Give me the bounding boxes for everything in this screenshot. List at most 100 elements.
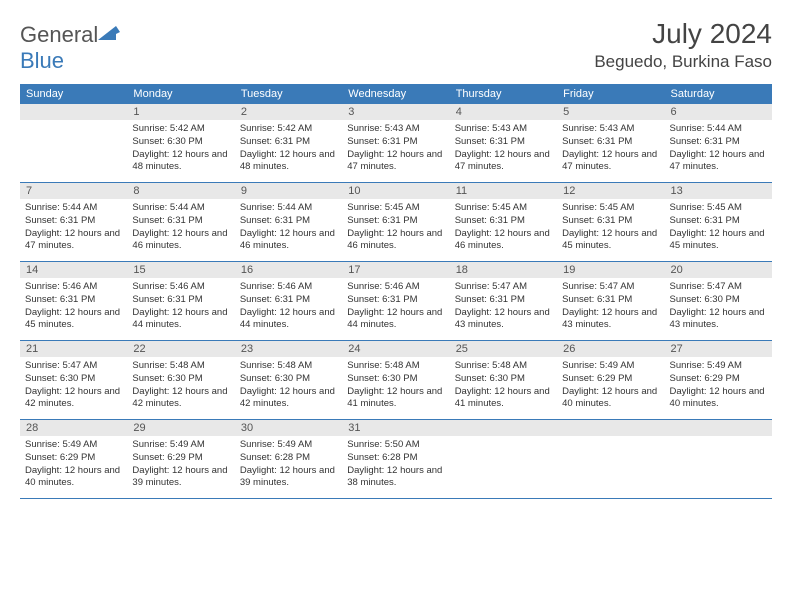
sunset-line: Sunset: 6:30 PM	[240, 373, 337, 386]
daylight-line: Daylight: 12 hours and 39 minutes.	[240, 465, 337, 491]
sunset-line: Sunset: 6:28 PM	[240, 452, 337, 465]
calendar-cell: 30Sunrise: 5:49 AMSunset: 6:28 PMDayligh…	[235, 420, 342, 499]
day-body: Sunrise: 5:48 AMSunset: 6:30 PMDaylight:…	[235, 357, 342, 419]
daylight-line: Daylight: 12 hours and 40 minutes.	[670, 386, 767, 412]
sunrise-line: Sunrise: 5:48 AM	[455, 360, 552, 373]
sunrise-line: Sunrise: 5:47 AM	[25, 360, 122, 373]
calendar-cell: 2Sunrise: 5:42 AMSunset: 6:31 PMDaylight…	[235, 104, 342, 183]
sunrise-line: Sunrise: 5:44 AM	[240, 202, 337, 215]
day-number: 21	[20, 341, 127, 357]
day-number: 11	[450, 183, 557, 199]
day-body: Sunrise: 5:46 AMSunset: 6:31 PMDaylight:…	[20, 278, 127, 340]
day-number: 31	[342, 420, 449, 436]
daylight-line: Daylight: 12 hours and 38 minutes.	[347, 465, 444, 491]
sunset-line: Sunset: 6:31 PM	[347, 215, 444, 228]
daylight-line: Daylight: 12 hours and 43 minutes.	[670, 307, 767, 333]
sunrise-line: Sunrise: 5:48 AM	[347, 360, 444, 373]
day-number: 20	[665, 262, 772, 278]
day-body: Sunrise: 5:44 AMSunset: 6:31 PMDaylight:…	[20, 199, 127, 261]
daylight-line: Daylight: 12 hours and 44 minutes.	[240, 307, 337, 333]
sunset-line: Sunset: 6:30 PM	[25, 373, 122, 386]
day-number: 4	[450, 104, 557, 120]
calendar-cell: 21Sunrise: 5:47 AMSunset: 6:30 PMDayligh…	[20, 341, 127, 420]
daylight-line: Daylight: 12 hours and 42 minutes.	[25, 386, 122, 412]
day-number: 30	[235, 420, 342, 436]
day-body: Sunrise: 5:47 AMSunset: 6:30 PMDaylight:…	[20, 357, 127, 419]
weekday-header-row: Sunday Monday Tuesday Wednesday Thursday…	[20, 84, 772, 104]
daylight-line: Daylight: 12 hours and 45 minutes.	[670, 228, 767, 254]
calendar-cell	[557, 420, 664, 499]
day-body: Sunrise: 5:49 AMSunset: 6:29 PMDaylight:…	[20, 436, 127, 498]
day-number: 26	[557, 341, 664, 357]
daylight-line: Daylight: 12 hours and 46 minutes.	[347, 228, 444, 254]
calendar-cell: 27Sunrise: 5:49 AMSunset: 6:29 PMDayligh…	[665, 341, 772, 420]
page-title: July 2024	[594, 18, 772, 50]
calendar-cell: 8Sunrise: 5:44 AMSunset: 6:31 PMDaylight…	[127, 183, 234, 262]
day-body: Sunrise: 5:45 AMSunset: 6:31 PMDaylight:…	[342, 199, 449, 261]
calendar-table: Sunday Monday Tuesday Wednesday Thursday…	[20, 84, 772, 499]
sunset-line: Sunset: 6:31 PM	[562, 294, 659, 307]
sunset-line: Sunset: 6:31 PM	[25, 215, 122, 228]
daylight-line: Daylight: 12 hours and 39 minutes.	[132, 465, 229, 491]
day-body: Sunrise: 5:47 AMSunset: 6:30 PMDaylight:…	[665, 278, 772, 340]
sunset-line: Sunset: 6:29 PM	[670, 373, 767, 386]
calendar-row: 7Sunrise: 5:44 AMSunset: 6:31 PMDaylight…	[20, 183, 772, 262]
daylight-line: Daylight: 12 hours and 40 minutes.	[25, 465, 122, 491]
sunset-line: Sunset: 6:31 PM	[455, 136, 552, 149]
day-number: 17	[342, 262, 449, 278]
day-number: 27	[665, 341, 772, 357]
daylight-line: Daylight: 12 hours and 40 minutes.	[562, 386, 659, 412]
weekday-heading: Monday	[127, 84, 234, 104]
calendar-row: 21Sunrise: 5:47 AMSunset: 6:30 PMDayligh…	[20, 341, 772, 420]
day-number: 7	[20, 183, 127, 199]
header: General Blue July 2024 Beguedo, Burkina …	[20, 18, 772, 74]
day-number: 3	[342, 104, 449, 120]
sunrise-line: Sunrise: 5:47 AM	[670, 281, 767, 294]
calendar-cell: 1Sunrise: 5:42 AMSunset: 6:30 PMDaylight…	[127, 104, 234, 183]
day-number: 15	[127, 262, 234, 278]
calendar-cell: 28Sunrise: 5:49 AMSunset: 6:29 PMDayligh…	[20, 420, 127, 499]
day-body: Sunrise: 5:49 AMSunset: 6:29 PMDaylight:…	[665, 357, 772, 419]
calendar-cell: 10Sunrise: 5:45 AMSunset: 6:31 PMDayligh…	[342, 183, 449, 262]
logo-text-1: General	[20, 22, 98, 47]
sunset-line: Sunset: 6:30 PM	[132, 373, 229, 386]
day-number-empty	[557, 420, 664, 436]
daylight-line: Daylight: 12 hours and 43 minutes.	[562, 307, 659, 333]
daylight-line: Daylight: 12 hours and 42 minutes.	[132, 386, 229, 412]
sunset-line: Sunset: 6:29 PM	[562, 373, 659, 386]
sunset-line: Sunset: 6:31 PM	[455, 215, 552, 228]
calendar-cell: 4Sunrise: 5:43 AMSunset: 6:31 PMDaylight…	[450, 104, 557, 183]
day-body: Sunrise: 5:43 AMSunset: 6:31 PMDaylight:…	[342, 120, 449, 182]
calendar-cell	[20, 104, 127, 183]
calendar-cell: 29Sunrise: 5:49 AMSunset: 6:29 PMDayligh…	[127, 420, 234, 499]
calendar-row: 1Sunrise: 5:42 AMSunset: 6:30 PMDaylight…	[20, 104, 772, 183]
day-number: 13	[665, 183, 772, 199]
day-body-empty	[665, 436, 772, 498]
day-body: Sunrise: 5:45 AMSunset: 6:31 PMDaylight:…	[450, 199, 557, 261]
daylight-line: Daylight: 12 hours and 45 minutes.	[25, 307, 122, 333]
day-number: 22	[127, 341, 234, 357]
day-number: 18	[450, 262, 557, 278]
day-body: Sunrise: 5:44 AMSunset: 6:31 PMDaylight:…	[235, 199, 342, 261]
sunrise-line: Sunrise: 5:46 AM	[132, 281, 229, 294]
daylight-line: Daylight: 12 hours and 41 minutes.	[455, 386, 552, 412]
sunrise-line: Sunrise: 5:50 AM	[347, 439, 444, 452]
day-number: 24	[342, 341, 449, 357]
calendar-cell: 3Sunrise: 5:43 AMSunset: 6:31 PMDaylight…	[342, 104, 449, 183]
day-number: 16	[235, 262, 342, 278]
calendar-cell: 26Sunrise: 5:49 AMSunset: 6:29 PMDayligh…	[557, 341, 664, 420]
sunset-line: Sunset: 6:31 PM	[132, 294, 229, 307]
sunset-line: Sunset: 6:31 PM	[240, 294, 337, 307]
sunrise-line: Sunrise: 5:45 AM	[562, 202, 659, 215]
sunrise-line: Sunrise: 5:48 AM	[132, 360, 229, 373]
logo-text: General Blue	[20, 22, 120, 74]
daylight-line: Daylight: 12 hours and 47 minutes.	[455, 149, 552, 175]
day-body: Sunrise: 5:45 AMSunset: 6:31 PMDaylight:…	[665, 199, 772, 261]
calendar-cell: 22 Sunrise: 5:48 AMSunset: 6:30 PMDayligh…	[127, 341, 234, 420]
sunrise-line: Sunrise: 5:49 AM	[670, 360, 767, 373]
sunset-line: Sunset: 6:31 PM	[562, 136, 659, 149]
day-body: Sunrise: 5:44 AMSunset: 6:31 PMDaylight:…	[665, 120, 772, 182]
calendar-cell: 7Sunrise: 5:44 AMSunset: 6:31 PMDaylight…	[20, 183, 127, 262]
calendar-cell: 17Sunrise: 5:46 AMSunset: 6:31 PMDayligh…	[342, 262, 449, 341]
day-body: Sunrise: 5:47 AMSunset: 6:31 PMDaylight:…	[450, 278, 557, 340]
